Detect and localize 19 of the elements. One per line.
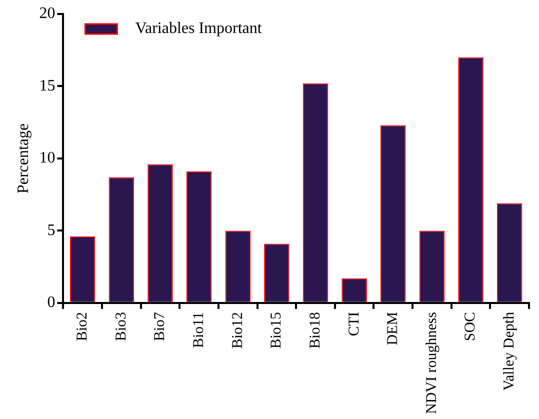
y-axis-title: Percentage: [14, 123, 32, 194]
x-tick-label: Bio3: [113, 312, 130, 342]
x-tick-label: Bio15: [268, 312, 285, 349]
y-tick-label: 20: [39, 5, 56, 22]
x-tick-label: Bio11: [190, 312, 207, 348]
x-tick-label: Bio12: [230, 312, 246, 349]
x-tick-label: NDVI roughness: [424, 312, 440, 414]
x-tick-label: Valley Depth: [502, 311, 518, 391]
x-tick-label: Bio7: [152, 311, 168, 342]
legend-label: Variables Important: [135, 20, 262, 38]
y-tick-label: 15: [39, 77, 56, 94]
y-tick-label: 0: [47, 294, 56, 312]
x-tick-label: Bio18: [307, 312, 324, 349]
y-tick-label: 5: [47, 222, 56, 239]
x-tick-label: CTI: [346, 312, 362, 336]
x-tick-label: DEM: [385, 312, 402, 346]
x-tick-label: SOC: [462, 312, 479, 342]
y-tick-label: 10: [39, 150, 56, 167]
x-tick-label: Bio2: [74, 312, 91, 342]
